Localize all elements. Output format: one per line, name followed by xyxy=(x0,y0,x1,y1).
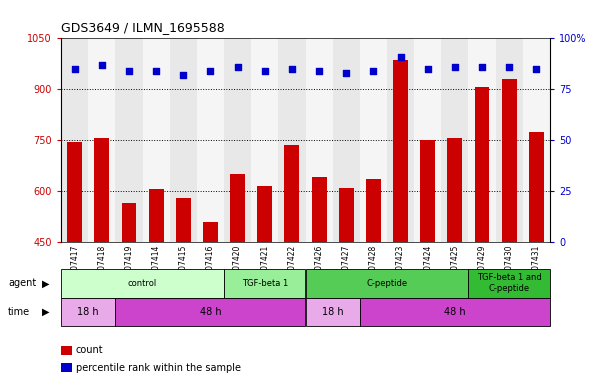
Text: percentile rank within the sample: percentile rank within the sample xyxy=(76,363,241,373)
Bar xyxy=(170,38,197,242)
Bar xyxy=(414,38,441,242)
Text: ▶: ▶ xyxy=(42,307,49,317)
Bar xyxy=(360,38,387,242)
Point xyxy=(152,68,161,74)
Bar xyxy=(115,38,142,242)
Bar xyxy=(61,269,224,298)
Point xyxy=(423,66,433,72)
Bar xyxy=(502,79,517,384)
Text: ▶: ▶ xyxy=(42,278,49,288)
Bar xyxy=(306,269,469,298)
Bar xyxy=(312,177,326,384)
Bar xyxy=(496,38,523,242)
Bar xyxy=(203,222,218,384)
Bar xyxy=(257,186,273,384)
Bar xyxy=(469,38,496,242)
Bar xyxy=(469,269,550,298)
Point xyxy=(342,70,351,76)
Bar xyxy=(224,38,251,242)
Bar xyxy=(366,179,381,384)
Point xyxy=(260,68,269,74)
Bar xyxy=(197,38,224,242)
Text: time: time xyxy=(8,307,30,317)
Bar xyxy=(387,38,414,242)
Point xyxy=(477,64,487,70)
Bar xyxy=(529,132,544,384)
Text: 48 h: 48 h xyxy=(444,307,466,317)
Point xyxy=(314,68,324,74)
Text: control: control xyxy=(128,279,157,288)
Point xyxy=(396,54,406,60)
Text: TGF-beta 1: TGF-beta 1 xyxy=(241,279,288,288)
Bar xyxy=(332,38,360,242)
Point xyxy=(205,68,215,74)
Text: 18 h: 18 h xyxy=(322,307,343,317)
Bar xyxy=(441,38,469,242)
Point xyxy=(70,66,79,72)
Bar xyxy=(88,38,115,242)
Bar xyxy=(251,38,279,242)
Text: 48 h: 48 h xyxy=(200,307,221,317)
Point xyxy=(233,64,243,70)
Text: 18 h: 18 h xyxy=(78,307,99,317)
Point xyxy=(450,64,459,70)
Text: agent: agent xyxy=(8,278,36,288)
Point xyxy=(97,62,107,68)
Point xyxy=(287,66,297,72)
Bar xyxy=(142,38,170,242)
Bar xyxy=(279,38,306,242)
Bar xyxy=(224,269,306,298)
Point xyxy=(178,72,188,78)
Bar xyxy=(285,145,299,384)
Bar xyxy=(67,142,82,384)
Bar xyxy=(360,298,550,326)
Bar xyxy=(148,189,164,384)
Bar xyxy=(338,188,354,384)
Bar xyxy=(230,174,245,384)
Bar xyxy=(122,203,136,384)
Text: TGF-beta 1 and
C-peptide: TGF-beta 1 and C-peptide xyxy=(477,273,541,293)
Text: count: count xyxy=(76,345,103,355)
Bar xyxy=(306,298,360,326)
Point xyxy=(532,66,541,72)
Point xyxy=(504,64,514,70)
Point xyxy=(124,68,134,74)
Text: GDS3649 / ILMN_1695588: GDS3649 / ILMN_1695588 xyxy=(61,22,225,35)
Bar xyxy=(393,60,408,384)
Bar xyxy=(475,86,489,384)
Bar xyxy=(115,298,306,326)
Bar xyxy=(176,198,191,384)
Point xyxy=(368,68,378,74)
Bar xyxy=(94,138,109,384)
Bar xyxy=(61,38,88,242)
Bar xyxy=(61,298,115,326)
Bar xyxy=(523,38,550,242)
Bar xyxy=(420,140,435,384)
Bar xyxy=(447,139,463,384)
Text: C-peptide: C-peptide xyxy=(367,279,408,288)
Bar xyxy=(306,38,332,242)
